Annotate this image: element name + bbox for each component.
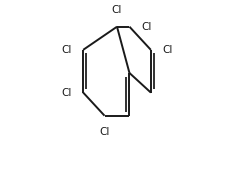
Text: Cl: Cl	[61, 88, 72, 98]
Text: Cl: Cl	[162, 45, 173, 55]
Text: Cl: Cl	[141, 22, 151, 32]
Text: Cl: Cl	[99, 127, 110, 137]
Text: Cl: Cl	[61, 45, 72, 55]
Text: Cl: Cl	[112, 5, 122, 15]
